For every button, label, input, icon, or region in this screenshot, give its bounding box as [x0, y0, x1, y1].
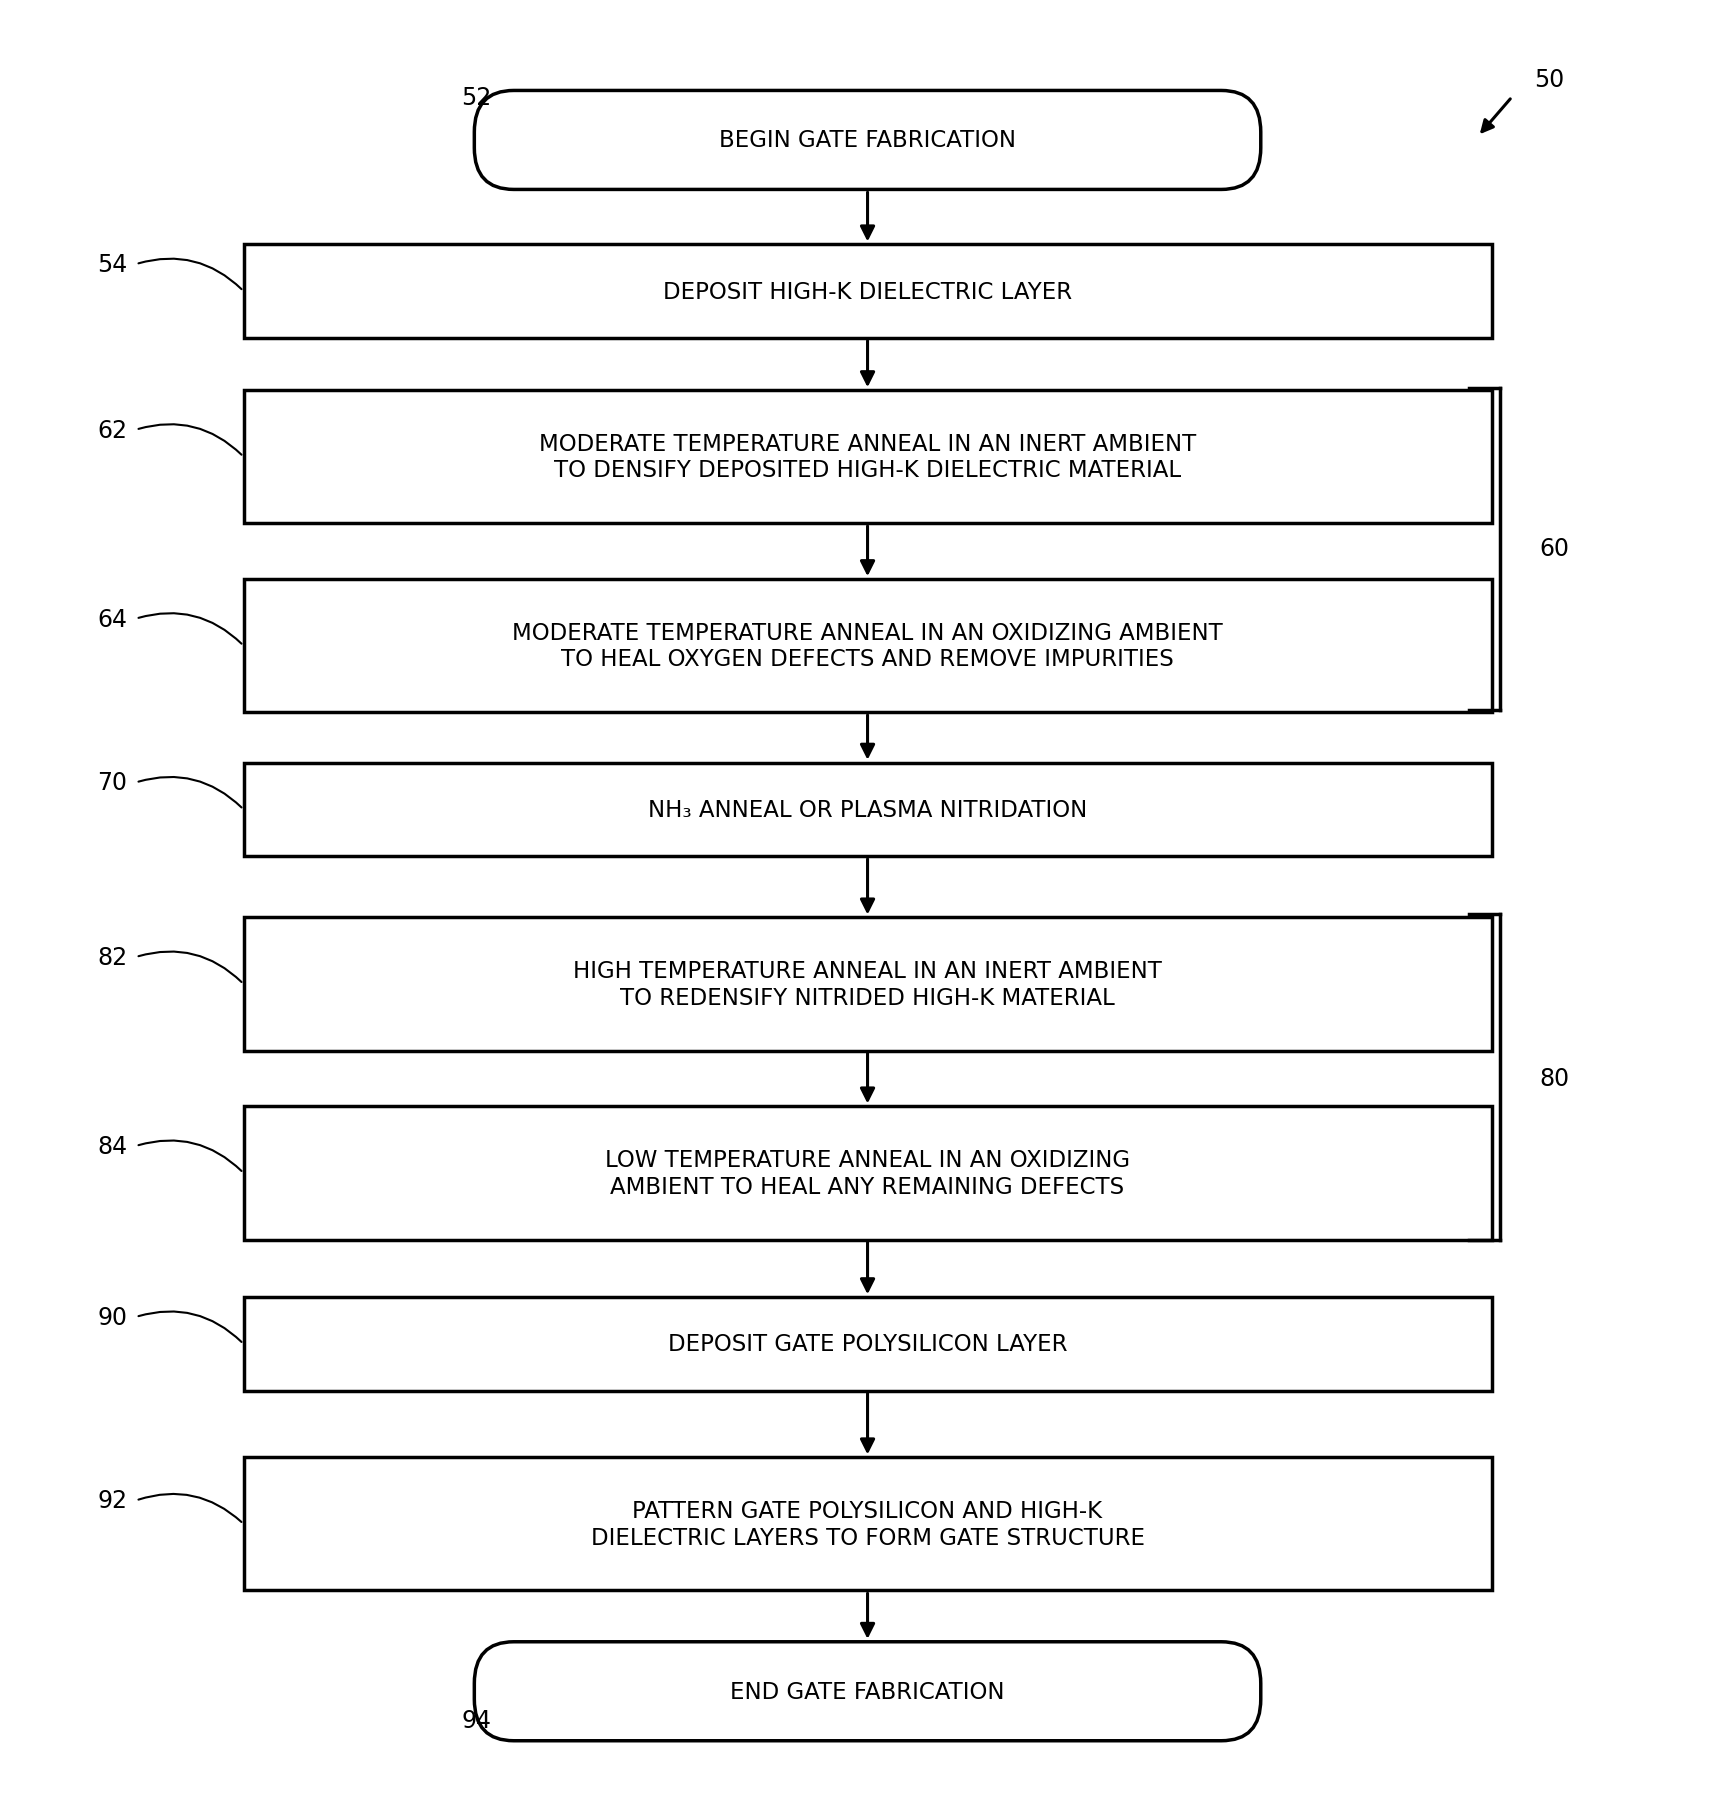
Text: 92: 92 — [98, 1489, 127, 1512]
Text: MODERATE TEMPERATURE ANNEAL IN AN OXIDIZING AMBIENT
TO HEAL OXYGEN DEFECTS AND R: MODERATE TEMPERATURE ANNEAL IN AN OXIDIZ… — [512, 622, 1223, 670]
Text: 84: 84 — [98, 1135, 127, 1158]
Bar — [244, 246, 1491, 338]
Text: DEPOSIT HIGH-K DIELECTRIC LAYER: DEPOSIT HIGH-K DIELECTRIC LAYER — [663, 280, 1072, 304]
Text: 64: 64 — [98, 607, 127, 631]
Text: DEPOSIT GATE POLYSILICON LAYER: DEPOSIT GATE POLYSILICON LAYER — [668, 1334, 1067, 1355]
Bar — [244, 918, 1491, 1052]
Bar — [244, 1297, 1491, 1391]
Text: 62: 62 — [98, 419, 127, 443]
Text: 90: 90 — [98, 1305, 127, 1330]
Bar — [244, 1106, 1491, 1240]
Text: END GATE FABRICATION: END GATE FABRICATION — [730, 1681, 1005, 1702]
Bar — [244, 390, 1491, 524]
Bar — [244, 580, 1491, 712]
Text: BEGIN GATE FABRICATION: BEGIN GATE FABRICATION — [720, 130, 1015, 152]
FancyBboxPatch shape — [474, 92, 1261, 190]
Text: MODERATE TEMPERATURE ANNEAL IN AN INERT AMBIENT
TO DENSIFY DEPOSITED HIGH-K DIEL: MODERATE TEMPERATURE ANNEAL IN AN INERT … — [539, 432, 1196, 482]
Text: 80: 80 — [1539, 1066, 1570, 1090]
Text: 52: 52 — [460, 85, 491, 110]
Text: 50: 50 — [1534, 67, 1565, 92]
Bar — [244, 1458, 1491, 1590]
Bar — [244, 763, 1491, 857]
Text: HIGH TEMPERATURE ANNEAL IN AN INERT AMBIENT
TO REDENSIFY NITRIDED HIGH-K MATERIA: HIGH TEMPERATURE ANNEAL IN AN INERT AMBI… — [574, 960, 1161, 1010]
FancyBboxPatch shape — [474, 1643, 1261, 1740]
Text: NH₃ ANNEAL OR PLASMA NITRIDATION: NH₃ ANNEAL OR PLASMA NITRIDATION — [648, 799, 1087, 822]
Text: 82: 82 — [98, 945, 127, 969]
Text: PATTERN GATE POLYSILICON AND HIGH-K
DIELECTRIC LAYERS TO FORM GATE STRUCTURE: PATTERN GATE POLYSILICON AND HIGH-K DIEL… — [591, 1500, 1144, 1549]
Text: 60: 60 — [1539, 537, 1570, 562]
Text: 94: 94 — [462, 1708, 491, 1733]
Text: 70: 70 — [98, 772, 127, 795]
Text: 54: 54 — [96, 253, 127, 276]
Text: LOW TEMPERATURE ANNEAL IN AN OXIDIZING
AMBIENT TO HEAL ANY REMAINING DEFECTS: LOW TEMPERATURE ANNEAL IN AN OXIDIZING A… — [605, 1149, 1130, 1198]
